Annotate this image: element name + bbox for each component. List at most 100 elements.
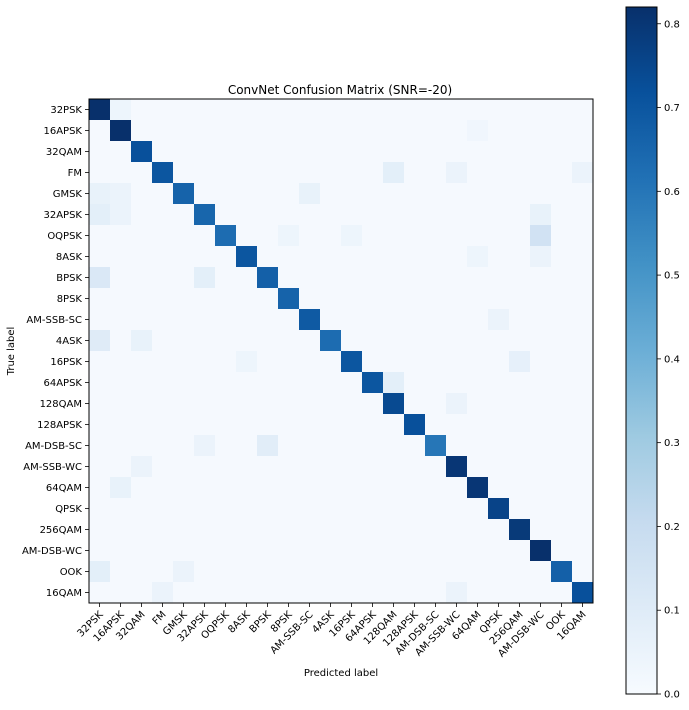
heatmap-cell <box>425 162 447 184</box>
heatmap-cell <box>488 582 510 604</box>
heatmap-cell <box>215 267 237 289</box>
heatmap-cell <box>341 120 363 142</box>
heatmap-cell <box>257 393 279 415</box>
heatmap-cell <box>425 225 447 247</box>
heatmap-cell <box>299 120 321 142</box>
heatmap-cell <box>278 99 300 121</box>
colorbar-tick-label: 0.0 <box>664 690 680 701</box>
heatmap-cell <box>194 267 216 289</box>
heatmap-cell <box>383 372 405 394</box>
heatmap-cell <box>131 519 153 541</box>
heatmap-cell <box>152 246 174 268</box>
heatmap-cell <box>215 309 237 331</box>
heatmap-cell <box>341 288 363 310</box>
heatmap-cell <box>173 267 195 289</box>
heatmap-cell <box>173 372 195 394</box>
heatmap-cell <box>404 519 426 541</box>
heatmap-cell <box>404 309 426 331</box>
heatmap-cell <box>257 519 279 541</box>
y-tick-label: 8PSK <box>57 294 83 305</box>
heatmap-cell <box>236 225 258 247</box>
y-tick-label: 32PSK <box>50 105 82 116</box>
heatmap-cell <box>341 246 363 268</box>
heatmap-cell <box>488 372 510 394</box>
heatmap-cell <box>173 498 195 520</box>
y-tick-label: 16QAM <box>46 588 82 599</box>
heatmap-cell <box>446 309 468 331</box>
heatmap-cell <box>194 225 216 247</box>
heatmap-cell <box>257 414 279 436</box>
heatmap-cell <box>299 351 321 373</box>
heatmap-cell <box>341 540 363 562</box>
heatmap-cell <box>173 162 195 184</box>
heatmap-cell <box>278 162 300 184</box>
heatmap-cell <box>110 456 132 478</box>
heatmap-cell <box>425 99 447 121</box>
heatmap-cell <box>488 225 510 247</box>
heatmap-cell <box>572 561 594 583</box>
heatmap-cell <box>131 246 153 268</box>
heatmap-cell <box>488 498 510 520</box>
heatmap-cell <box>446 519 468 541</box>
heatmap-cell <box>509 309 531 331</box>
heatmap-cell <box>194 309 216 331</box>
heatmap-cell <box>278 309 300 331</box>
heatmap-cell <box>509 456 531 478</box>
heatmap-cell <box>131 99 153 121</box>
heatmap-cell <box>362 582 384 604</box>
heatmap-cell <box>152 267 174 289</box>
heatmap-cell <box>173 204 195 226</box>
heatmap-cell <box>446 204 468 226</box>
heatmap-cell <box>236 120 258 142</box>
heatmap-cell <box>278 141 300 163</box>
heatmap-cell <box>110 540 132 562</box>
heatmap-cell <box>215 456 237 478</box>
heatmap-cell <box>383 204 405 226</box>
heatmap-cell <box>467 141 489 163</box>
heatmap-cell <box>572 204 594 226</box>
heatmap-cell <box>425 204 447 226</box>
heatmap-cell <box>152 183 174 205</box>
heatmap-cell <box>110 351 132 373</box>
heatmap-cell <box>509 519 531 541</box>
heatmap-cell <box>110 372 132 394</box>
heatmap-cell <box>320 120 342 142</box>
heatmap-cell <box>236 519 258 541</box>
heatmap-cell <box>404 456 426 478</box>
heatmap-cell <box>320 372 342 394</box>
heatmap-cell <box>383 246 405 268</box>
heatmap-cell <box>320 246 342 268</box>
y-tick-label: 32APSK <box>43 210 82 221</box>
y-tick-label: 256QAM <box>40 525 82 536</box>
heatmap-cell <box>383 183 405 205</box>
y-tick-label: BPSK <box>56 273 82 284</box>
heatmap-cell <box>152 162 174 184</box>
heatmap-cell <box>131 330 153 352</box>
heatmap-cell <box>320 435 342 457</box>
heatmap-cell <box>194 120 216 142</box>
heatmap-cell <box>530 477 552 499</box>
heatmap-cell <box>131 540 153 562</box>
heatmap-cell <box>173 540 195 562</box>
heatmap-cell <box>236 99 258 121</box>
heatmap-cell <box>257 246 279 268</box>
heatmap-cell <box>110 414 132 436</box>
heatmap-cell <box>446 414 468 436</box>
heatmap-cell <box>446 288 468 310</box>
heatmap-cell <box>131 477 153 499</box>
heatmap-cell <box>509 414 531 436</box>
heatmap-cell <box>383 456 405 478</box>
heatmap-cell <box>362 183 384 205</box>
heatmap-cell <box>110 330 132 352</box>
heatmap-cell <box>341 456 363 478</box>
heatmap-cell <box>404 120 426 142</box>
heatmap-cell <box>257 330 279 352</box>
heatmap-cell <box>110 561 132 583</box>
heatmap-cell <box>194 393 216 415</box>
heatmap-cell <box>152 330 174 352</box>
heatmap-cell <box>362 393 384 415</box>
chart-title: ConvNet Confusion Matrix (SNR=-20) <box>228 83 452 97</box>
heatmap-cell <box>173 414 195 436</box>
y-axis-label: True label <box>6 327 17 377</box>
heatmap-cell <box>194 162 216 184</box>
